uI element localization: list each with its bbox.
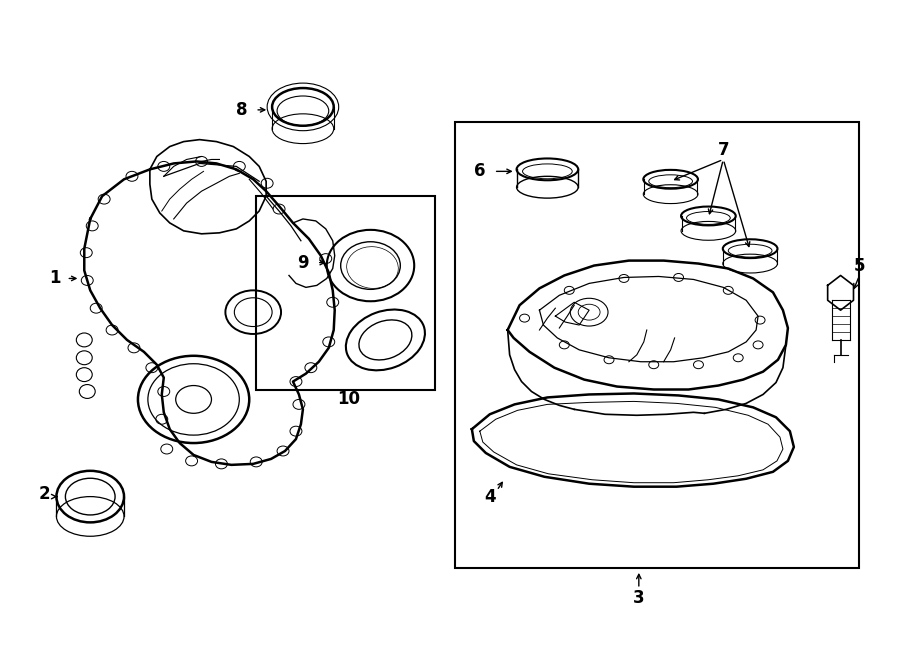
- Text: 1: 1: [49, 269, 60, 287]
- Text: 4: 4: [484, 488, 496, 506]
- Text: 6: 6: [474, 162, 486, 180]
- Text: 9: 9: [297, 254, 309, 271]
- Bar: [256, 196, 435, 389]
- Text: 5: 5: [854, 257, 865, 275]
- Text: 2: 2: [39, 485, 50, 502]
- Text: 10: 10: [338, 391, 360, 408]
- Text: 8: 8: [236, 101, 247, 119]
- Text: 3: 3: [633, 589, 644, 607]
- Bar: [455, 122, 860, 568]
- Text: 7: 7: [717, 140, 729, 158]
